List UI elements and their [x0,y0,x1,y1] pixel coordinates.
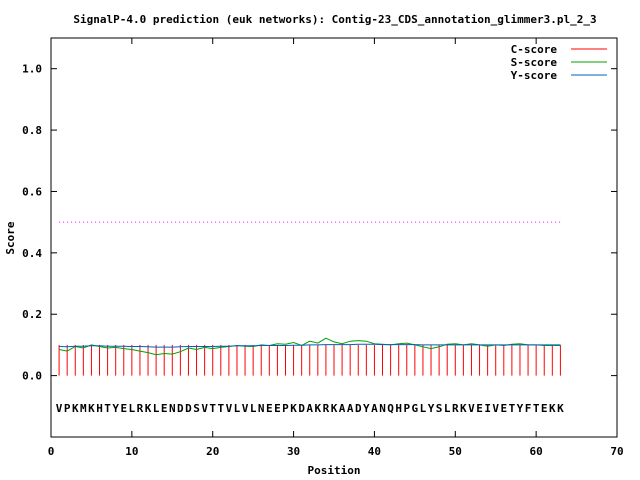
sequence-residue: K [557,402,564,415]
sequence-residue: N [379,402,386,415]
x-tick-label: 70 [610,445,623,458]
sequence-residue: T [217,402,224,415]
sequence-residue: L [444,402,451,415]
x-tick-label: 50 [449,445,462,458]
sequence-residue: V [492,402,499,415]
sequence-residue: F [525,402,532,415]
sequence-residue: R [452,402,459,415]
sequence-residue: E [266,402,273,415]
x-tick-label: 0 [48,445,55,458]
sequence-residue: V [468,402,475,415]
sequence-residue: A [306,402,313,415]
x-tick-label: 30 [287,445,300,458]
sequence-residue: R [323,402,330,415]
sequence-residue: V [242,402,249,415]
sequence-residue: E [274,402,281,415]
sequence-residue: D [298,402,305,415]
plot-frame [50,37,618,438]
sequence-residue: Y [517,402,524,415]
sequence-residue: L [234,402,241,415]
y-tick-label: 0.0 [22,370,42,383]
sequence-residue: P [64,402,71,415]
sequence-residue: D [355,402,362,415]
sequence-residue: K [72,402,79,415]
sequence-residue: G [412,402,419,415]
legend-label-s-score: S-score [511,56,558,69]
sequence-residue: P [282,402,289,415]
sequence-residue: I [484,402,491,415]
sequence-residue: N [258,402,265,415]
sequence-residue: H [395,402,402,415]
x-tick-label: 10 [125,445,138,458]
y-score-line [59,343,561,348]
sequence-residue: Y [112,402,119,415]
sequence-residue: L [420,402,427,415]
sequence-residue: R [137,402,144,415]
y-tick-label: 0.2 [22,308,42,321]
sequence-residue: D [177,402,184,415]
y-score-series [59,343,561,348]
y-axis: 0.0 0.2 0.4 0.6 0.8 1.0 [22,63,617,383]
sequence-residue: Q [387,402,394,415]
sequence-residue: K [460,402,467,415]
sequence-residue: V [201,402,208,415]
sequence-residue: L [129,402,136,415]
x-tick-label: 60 [530,445,543,458]
sequence-residue: Y [428,402,435,415]
sequence-residue: K [290,402,297,415]
sequence-residue: Y [363,402,370,415]
sequence-residue: E [120,402,127,415]
sequence-residue: K [331,402,338,415]
sequence-residue: A [371,402,378,415]
sequence-residue: V [226,402,233,415]
sequence-residue: H [96,402,103,415]
sequence-residue: T [533,402,540,415]
y-tick-label: 0.4 [22,247,42,260]
chart-title: SignalP-4.0 prediction (euk networks): C… [73,13,596,26]
legend: C-score S-score Y-score [511,43,607,82]
legend-label-y-score: Y-score [511,69,558,82]
sequence-residue: P [403,402,410,415]
x-axis: 0 10 20 30 40 50 60 70 [48,38,624,458]
y-axis-label: Score [4,221,17,254]
sequence-residue: K [88,402,95,415]
sequence-residue: E [476,402,483,415]
sequence-residue: A [347,402,354,415]
sequence-residue: S [436,402,443,415]
sequence-residue: D [185,402,192,415]
x-tick-label: 20 [206,445,219,458]
legend-label-c-score: C-score [511,43,558,56]
sequence-residue: S [193,402,200,415]
x-axis-label: Position [308,464,361,477]
sequence-residue: K [315,402,322,415]
sequence-residue: V [56,402,63,415]
y-tick-label: 1.0 [22,63,42,76]
y-tick-label: 0.8 [22,124,42,137]
sequence-residue: T [209,402,216,415]
sequence-residue: L [250,402,257,415]
sequence-residue: E [500,402,507,415]
plot-area [50,37,618,438]
sequence-residue: K [145,402,152,415]
sequence-residue: N [169,402,176,415]
sequence-residue: L [153,402,160,415]
sequence-residue: M [80,402,87,415]
sequence-residue: T [104,402,111,415]
x-tick-label: 40 [368,445,381,458]
sequence-residue: E [541,402,548,415]
sequence-residue: K [549,402,556,415]
sequence-residue: E [161,402,168,415]
sequence-residue: T [509,402,516,415]
c-score-series [58,344,561,376]
y-tick-label: 0.6 [22,185,42,198]
sequence-residue: A [339,402,346,415]
